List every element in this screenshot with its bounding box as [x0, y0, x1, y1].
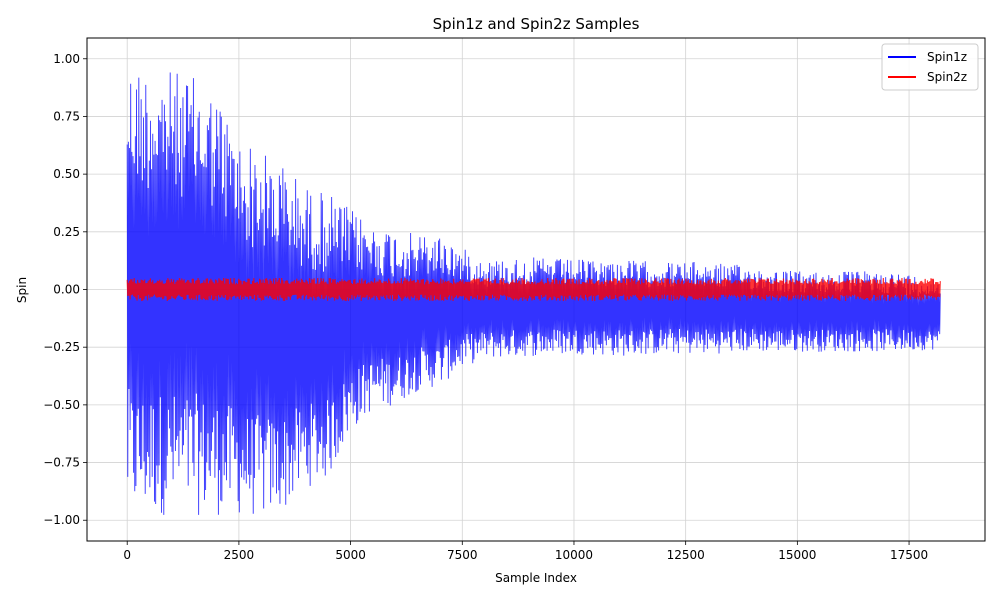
- y-tick-label: −0.50: [43, 398, 80, 412]
- legend: Spin1z Spin2z: [881, 43, 979, 91]
- y-tick-label: −0.75: [43, 456, 80, 470]
- series-line-spin1z: [126, 72, 941, 515]
- x-tick-label: 12500: [667, 548, 705, 562]
- series-spin1z: [126, 72, 941, 515]
- y-tick-label: 0.50: [53, 167, 80, 181]
- x-tick-label: 2500: [224, 548, 255, 562]
- y-tick-label: 0.00: [53, 283, 80, 297]
- x-tick-label: 17500: [890, 548, 928, 562]
- x-tick-label: 15000: [778, 548, 816, 562]
- y-tick-label: 0.25: [53, 225, 80, 239]
- x-axis-label: Sample Index: [495, 571, 577, 585]
- y-axis-ticks: −1.00 −0.75 −0.50 −0.25 0.00 0.25 0.50 0.75 1.00: [43, 52, 87, 527]
- y-tick-label: 1.00: [53, 52, 80, 66]
- y-tick-label: 0.75: [53, 109, 80, 123]
- series-layer: [126, 72, 941, 515]
- y-tick-label: −0.25: [43, 340, 80, 354]
- series-line-spin2z: [126, 277, 941, 302]
- x-tick-label: 10000: [555, 548, 593, 562]
- legend-frame: [881, 43, 979, 91]
- x-axis-ticks: 0 2500 5000 7500 10000 12500 15000 17500: [123, 541, 928, 562]
- x-tick-label: 5000: [335, 548, 366, 562]
- y-axis-label: Spin: [15, 277, 29, 303]
- x-tick-label: 0: [123, 548, 131, 562]
- legend-label-spin1z: Spin1z: [927, 50, 967, 64]
- chart-title: Spin1z and Spin2z Samples: [433, 15, 640, 33]
- x-tick-label: 7500: [447, 548, 478, 562]
- y-tick-label: −1.00: [43, 513, 80, 527]
- legend-label-spin2z: Spin2z: [927, 70, 967, 84]
- series-spin2z: [126, 277, 941, 302]
